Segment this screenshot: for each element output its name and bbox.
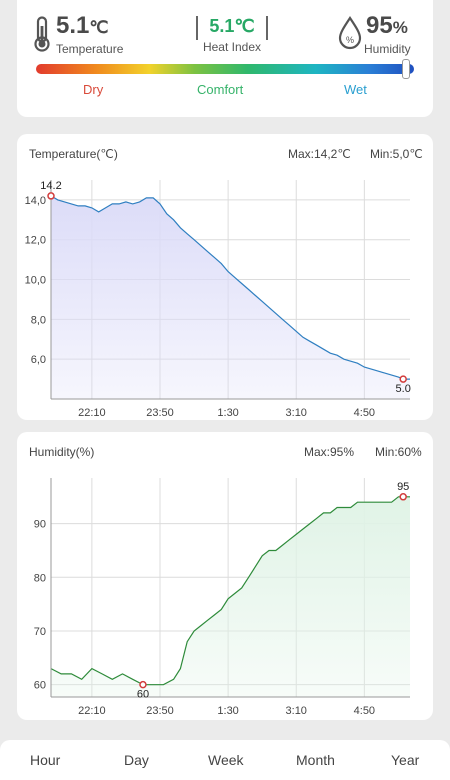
wet-label: Wet	[344, 82, 367, 97]
heat-index-value: 5.1℃	[209, 16, 255, 36]
extreme-point-marker	[139, 680, 147, 689]
humidity-max: Max:95%	[304, 445, 355, 459]
x-tick-label: 22:10	[78, 407, 106, 419]
heat-index-label: Heat Index	[202, 40, 262, 54]
extreme-point-label: 60	[137, 689, 149, 701]
humidity-chart[interactable]: 90 80 70 60 22:10 23:50 1:30 3:10 4:50 60 95	[17, 432, 433, 720]
x-tick-label: 23:50	[146, 705, 174, 717]
extreme-point-label: 5.0	[396, 383, 411, 395]
x-tick-label: 1:30	[217, 705, 238, 717]
temperature-value: 5.1	[56, 12, 90, 39]
tab-month[interactable]: Month	[296, 752, 335, 768]
temperature-unit: ℃	[89, 18, 109, 37]
humidity-value: 95	[366, 12, 393, 39]
temperature-chart[interactable]: 14,0 12,0 10,0 8,0 6,0 22:10 23:50 1:30 3:10 4:50…	[17, 134, 433, 420]
tab-year[interactable]: Year	[391, 752, 420, 768]
svg-text:%: %	[346, 35, 354, 45]
temperature-max: Max:14,2℃	[288, 147, 351, 161]
series-area	[51, 195, 410, 399]
extreme-point-marker	[47, 192, 55, 200]
y-tick-label: 12,0	[25, 235, 46, 247]
y-tick-label: 6,0	[31, 354, 46, 366]
temperature-reading: 5.1℃	[56, 12, 108, 40]
series-line	[50, 496, 410, 686]
temperature-label: Temperature	[56, 42, 124, 56]
humidity-reading: 95%	[366, 12, 408, 40]
tab-day[interactable]: Day	[124, 752, 149, 768]
x-tick-label: 3:10	[286, 407, 307, 419]
divider-left	[196, 16, 198, 40]
x-tick-label: 3:10	[286, 705, 307, 717]
x-tick-label: 22:10	[78, 705, 106, 717]
humidity-chart-card: Humidity(%) Max:95% Min:60% 90 80 70 60 22:1…	[17, 432, 433, 720]
tab-hour[interactable]: Hour	[30, 752, 61, 768]
temperature-chart-card: Temperature(℃) Max:14,2℃ Min:5,0℃ 14,0 12…	[17, 134, 433, 420]
water-drop-icon: %	[338, 16, 362, 50]
humidity-label: Humidity	[364, 42, 411, 56]
y-tick-label: 90	[34, 519, 46, 531]
thermometer-icon	[33, 16, 51, 52]
extreme-point-marker	[399, 375, 407, 383]
temperature-min: Min:5,0℃	[370, 147, 423, 161]
humidity-unit: %	[392, 18, 408, 37]
tab-week[interactable]: Week	[208, 752, 244, 768]
extreme-point-marker	[399, 493, 407, 501]
y-tick-label: 60	[34, 680, 46, 692]
x-tick-label: 1:30	[217, 407, 238, 419]
current-readings-card: 5.1℃ Temperature 5.1℃ Heat Index % 95% H…	[17, 0, 433, 117]
humidity-chart-title: Humidity(%)	[29, 445, 95, 459]
y-tick-label: 8,0	[31, 314, 46, 326]
dry-label: Dry	[83, 82, 104, 97]
series-line	[50, 195, 410, 380]
y-tick-label: 10,0	[25, 275, 46, 287]
x-tick-label: 23:50	[146, 407, 174, 419]
humidity-min: Min:60%	[375, 445, 422, 459]
y-tick-label: 70	[34, 626, 46, 638]
y-tick-label: 14,0	[25, 195, 46, 207]
extreme-point-label: 14.2	[40, 180, 61, 192]
period-tab-bar: Hour Day Week Month Year	[0, 740, 450, 780]
temperature-chart-title: Temperature(℃)	[29, 147, 118, 161]
comfort-label: Comfort	[197, 82, 244, 97]
comfort-scale-marker	[402, 59, 411, 79]
comfort-scale-bar	[36, 64, 414, 74]
x-tick-label: 4:50	[354, 407, 375, 419]
extreme-point-label: 95	[397, 481, 409, 493]
y-tick-label: 80	[34, 572, 46, 584]
x-tick-label: 4:50	[354, 705, 375, 717]
divider-right	[266, 16, 268, 40]
